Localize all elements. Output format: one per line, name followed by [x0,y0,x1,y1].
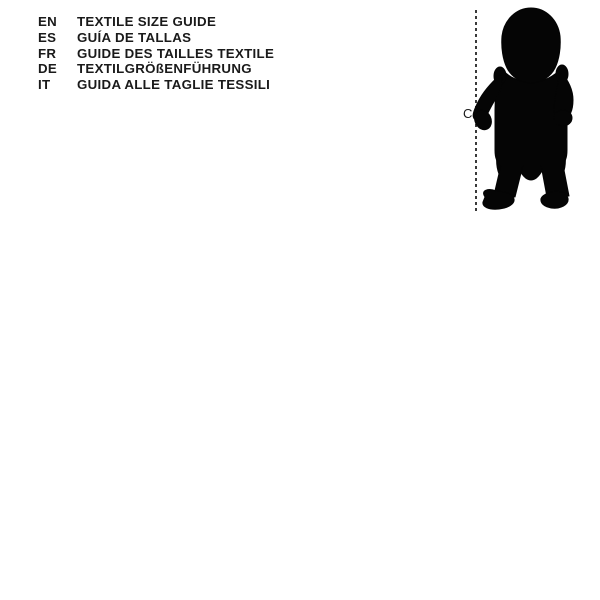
svg-text:C: C [463,106,472,121]
